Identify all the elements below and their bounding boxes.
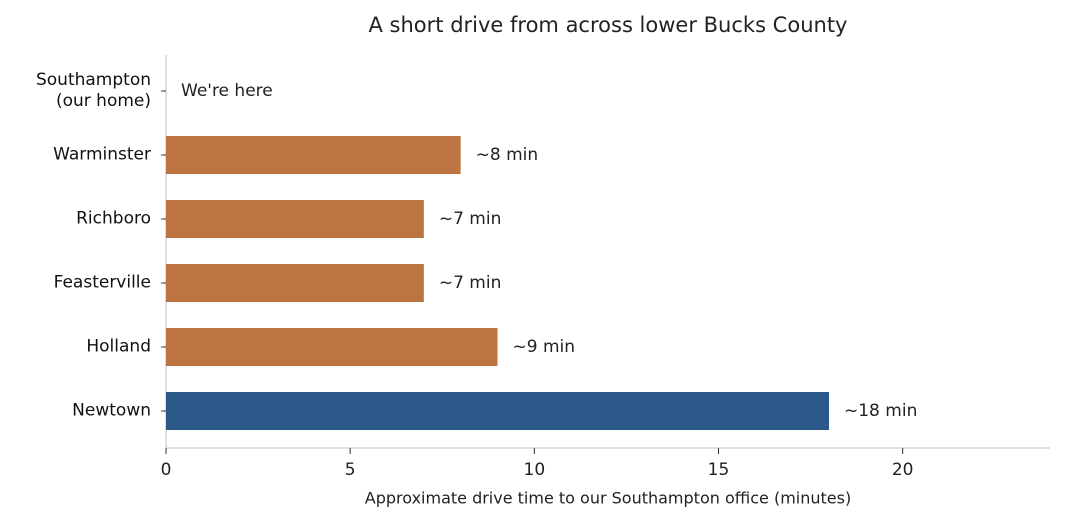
- value-label: ~18 min: [844, 401, 917, 421]
- x-tick-label: 5: [345, 460, 356, 480]
- y-tick-label: Warminster: [53, 144, 151, 165]
- value-label: We're here: [181, 81, 273, 101]
- y-tick-label: Newtown: [72, 400, 151, 421]
- y-tick-label: Richboro: [76, 208, 151, 229]
- chart-title: A short drive from across lower Bucks Co…: [369, 13, 848, 37]
- bar: [166, 328, 498, 366]
- y-tick-label: Feasterville: [53, 272, 151, 293]
- y-tick-label: Southampton (our home): [35, 70, 151, 111]
- y-tick-label: Holland: [86, 336, 151, 357]
- x-tick-label: 20: [892, 460, 914, 480]
- value-label: ~9 min: [513, 337, 576, 357]
- value-label: ~7 min: [439, 209, 502, 229]
- bar: [166, 392, 829, 430]
- bar: [166, 264, 424, 302]
- x-tick-label: 0: [161, 460, 172, 480]
- x-tick-label: 10: [524, 460, 546, 480]
- bar: [166, 136, 461, 174]
- value-label: ~8 min: [476, 145, 539, 165]
- value-label: ~7 min: [439, 273, 502, 293]
- bar: [166, 200, 424, 238]
- x-tick-label: 15: [708, 460, 730, 480]
- x-axis-label: Approximate drive time to our Southampto…: [365, 489, 851, 508]
